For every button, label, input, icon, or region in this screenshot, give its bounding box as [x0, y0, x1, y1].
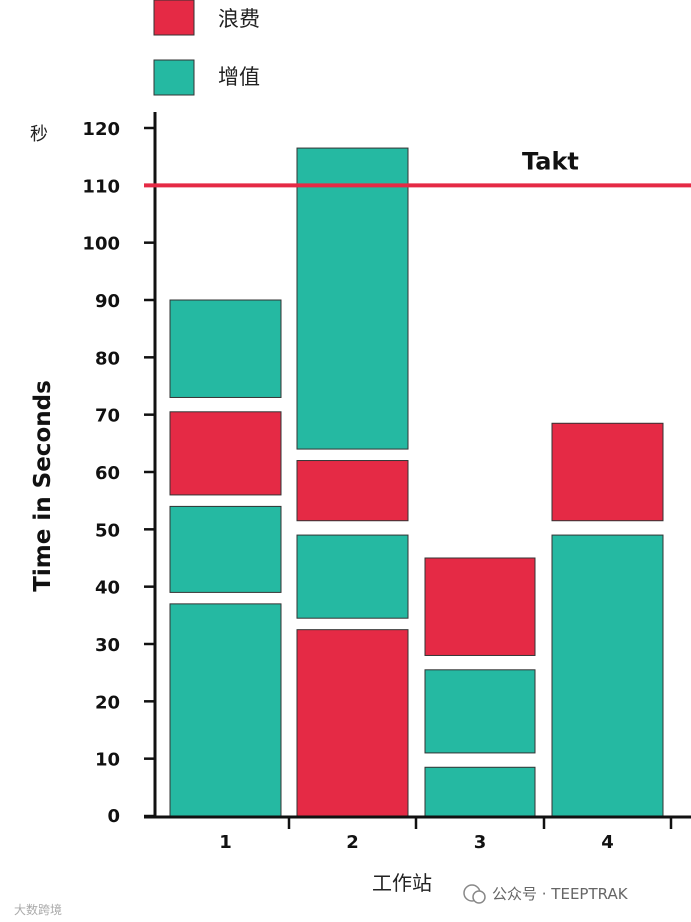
- bar-segment-station-3-waste: [424, 557, 536, 656]
- bar-segment-station-3-value-added: [424, 669, 536, 754]
- x-tick-label-3: 3: [474, 832, 487, 853]
- y-tick-label: 110: [82, 176, 120, 197]
- watermark-text-left: 大数跨境: [14, 902, 62, 917]
- y-tick-label: 120: [82, 119, 120, 140]
- x-axis-label: 工作站: [372, 871, 432, 895]
- wechat-icon-inner: [472, 890, 486, 904]
- x-tick-label-1: 1: [219, 832, 232, 853]
- bar-segment-station-2-waste: [296, 460, 409, 522]
- y-tick-label: 70: [95, 406, 120, 427]
- bar-segment-station-2-value-added: [296, 147, 409, 450]
- y-tick-label: 0: [107, 806, 120, 827]
- bar-segment-station-1-value-added: [169, 603, 282, 817]
- bar-segment-station-4-value-added: [551, 534, 664, 817]
- y-tick-label: 100: [82, 234, 120, 255]
- y-tick-label: 20: [95, 692, 120, 713]
- bars: [169, 147, 664, 817]
- y-axis-label: Time in Seconds: [30, 380, 56, 592]
- takt-label: Takt: [522, 147, 579, 175]
- bar-segment-station-1-waste: [169, 411, 282, 496]
- y-axis-ticks: 0 10 20 30 40 50 60 70 80 90 100 110 120: [82, 119, 155, 827]
- bar-segment-station-1-value-added: [169, 299, 282, 398]
- y-tick-label: 60: [95, 463, 120, 484]
- bar-segment-station-3-value-added: [424, 766, 536, 817]
- y-tick-label: 50: [95, 520, 120, 541]
- legend-swatch-value-added: [153, 59, 195, 96]
- y-tick-label: 30: [95, 635, 120, 656]
- y-tick-label: 40: [95, 578, 120, 599]
- bar-segment-station-4-waste: [551, 422, 664, 522]
- legend-label-value-added: 增值: [218, 65, 260, 89]
- bar-segment-station-1-value-added: [169, 505, 282, 593]
- bar-segment-station-2-waste: [296, 629, 409, 817]
- watermark-right: 公众号 · TEEPTRAK: [463, 884, 629, 904]
- bar-segment-station-2-value-added: [296, 534, 409, 619]
- y-tick-label: 10: [95, 750, 120, 771]
- legend-swatch-waste: [153, 0, 195, 36]
- legend-label-waste: 浪费: [218, 7, 260, 31]
- watermark-text-right: 公众号 · TEEPTRAK: [492, 885, 629, 903]
- x-axis-ticks: 1 2 3 4: [219, 816, 673, 853]
- y-tick-label: 90: [95, 291, 120, 312]
- y-axis-unit: 秒: [30, 124, 48, 145]
- x-tick-label-2: 2: [346, 832, 359, 853]
- x-tick-label-4: 4: [601, 832, 614, 853]
- legend: 浪费 增值: [153, 0, 260, 96]
- y-tick-label: 80: [95, 348, 120, 369]
